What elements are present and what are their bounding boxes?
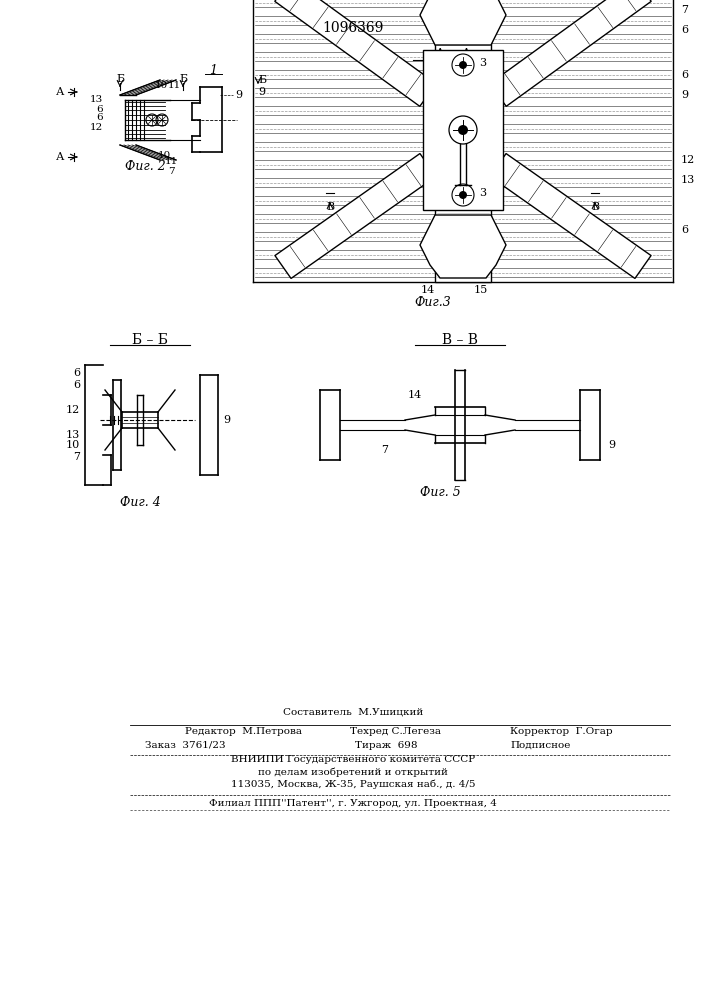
Text: 14: 14 (421, 285, 435, 295)
Text: Б: Б (258, 75, 266, 85)
Text: Корректор  Г.Огар: Корректор Г.Огар (510, 728, 613, 736)
Text: 3: 3 (479, 58, 486, 68)
Text: 10: 10 (158, 150, 171, 159)
Text: 7: 7 (681, 5, 688, 15)
Text: 6: 6 (681, 225, 688, 235)
Text: Фиг. 2: Фиг. 2 (124, 160, 165, 174)
Bar (435, 0, 491, 282)
Polygon shape (275, 154, 436, 278)
Text: 11: 11 (165, 157, 178, 166)
Text: А – А: А – А (435, 48, 472, 62)
Text: Заказ  3761/23: Заказ 3761/23 (145, 740, 226, 750)
Text: ВНИИПИ Государственного комитета СССР: ВНИИПИ Государственного комитета СССР (231, 756, 475, 764)
Text: В: В (591, 202, 599, 212)
Text: 9: 9 (681, 90, 688, 100)
Text: 6: 6 (96, 105, 103, 114)
Polygon shape (490, 154, 651, 278)
Text: 3: 3 (479, 188, 486, 198)
Text: 7: 7 (73, 452, 80, 462)
Polygon shape (420, 215, 506, 278)
Circle shape (458, 125, 468, 135)
Polygon shape (275, 0, 436, 106)
Text: В – В: В – В (442, 333, 478, 347)
Text: Подписное: Подписное (510, 740, 571, 750)
Text: 6: 6 (73, 368, 80, 378)
Text: Б – Б: Б – Б (132, 333, 168, 347)
Text: Б: Б (116, 74, 124, 84)
Text: Фиг. 5: Фиг. 5 (420, 487, 460, 499)
Text: 10: 10 (66, 440, 80, 450)
Text: Техред С.Легеза: Техред С.Легеза (350, 728, 441, 736)
Text: 6: 6 (96, 113, 103, 122)
Text: А: А (56, 87, 64, 97)
Text: Тираж  698: Тираж 698 (355, 740, 418, 750)
Text: 113035, Москва, Ж-35, Раушская наб., д. 4/5: 113035, Москва, Ж-35, Раушская наб., д. … (230, 779, 475, 789)
Text: 1096369: 1096369 (322, 21, 384, 35)
Text: 13: 13 (681, 175, 695, 185)
Text: 10: 10 (155, 81, 168, 90)
Text: 9: 9 (258, 87, 265, 97)
Text: Фиг.3: Фиг.3 (414, 296, 451, 308)
Text: Редактор  М.Петрова: Редактор М.Петрова (185, 728, 302, 736)
Text: 13: 13 (90, 96, 103, 104)
Text: 9: 9 (223, 415, 230, 425)
Text: 12: 12 (681, 155, 695, 165)
Text: 9: 9 (608, 440, 615, 450)
Text: Составитель  М.Ушицкий: Составитель М.Ушицкий (283, 708, 423, 716)
Text: 11: 11 (168, 81, 181, 90)
Polygon shape (490, 0, 651, 106)
Text: 15: 15 (474, 285, 488, 295)
Circle shape (459, 61, 467, 69)
Text: 12: 12 (90, 123, 103, 132)
Text: 7: 7 (382, 445, 389, 455)
Text: Филиал ППП''Патент'', г. Ужгород, ул. Проектная, 4: Филиал ППП''Патент'', г. Ужгород, ул. Пр… (209, 798, 497, 808)
Text: 14: 14 (408, 390, 422, 400)
Text: 6: 6 (681, 25, 688, 35)
Text: А: А (56, 152, 64, 162)
Text: В: В (326, 202, 334, 212)
Circle shape (459, 191, 467, 199)
Text: 9: 9 (235, 90, 242, 100)
Text: 7: 7 (168, 167, 175, 176)
Bar (423, 50, 503, 210)
Text: Б: Б (179, 74, 187, 84)
Text: 6: 6 (73, 380, 80, 390)
Text: 1: 1 (209, 64, 217, 77)
Text: по делам изобретений и открытий: по делам изобретений и открытий (258, 767, 448, 777)
Text: 6: 6 (681, 70, 688, 80)
Text: 12: 12 (66, 405, 80, 415)
Text: Фиг. 4: Фиг. 4 (119, 496, 160, 510)
Text: 13: 13 (66, 430, 80, 440)
Polygon shape (420, 0, 506, 45)
